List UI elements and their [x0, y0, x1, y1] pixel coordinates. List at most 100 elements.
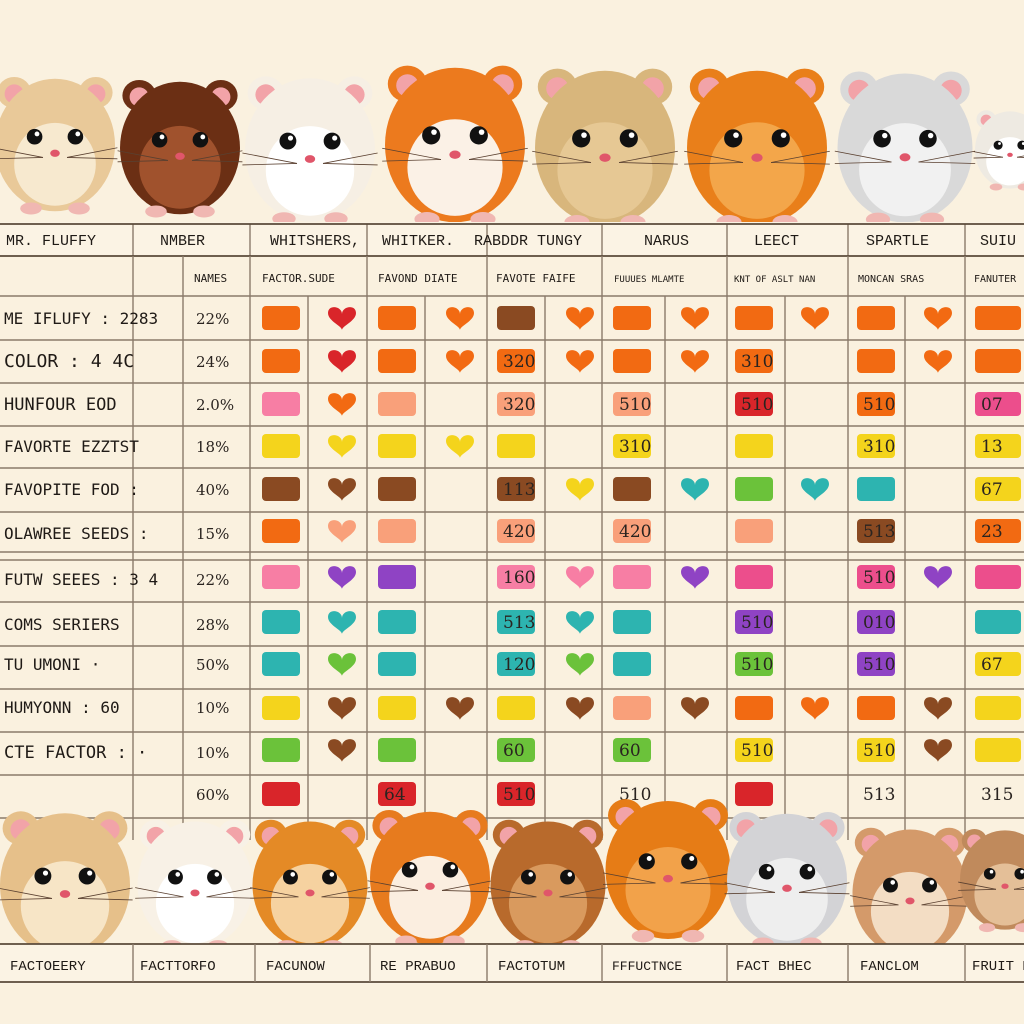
heart-icon [801, 478, 829, 501]
column-header: LEECT [754, 233, 799, 250]
subheader-label: FANUTER [974, 274, 1017, 285]
color-swatch [262, 519, 300, 543]
heart-icon [446, 697, 474, 720]
heart-icon [681, 307, 709, 330]
color-swatch [735, 477, 773, 501]
percent-value: 10% [196, 744, 229, 762]
color-swatch [497, 519, 535, 543]
row-label: FUTW SEEES : 3 4 [4, 570, 158, 589]
percent-value: 2.0% [196, 396, 234, 414]
color-swatch [975, 565, 1021, 589]
percent-value: 24% [196, 353, 229, 371]
footer-label: FFFUCTNCE [612, 959, 682, 974]
subheader-label: FACTOR.SUDE [262, 272, 335, 285]
heart-icon [328, 697, 356, 720]
color-swatch [857, 696, 895, 720]
heart-icon [681, 478, 709, 501]
hamster-brown-partial-icon [958, 828, 1024, 933]
color-swatch [378, 477, 416, 501]
color-swatch [613, 696, 651, 720]
cell-value: 010 [863, 613, 895, 633]
heart-icon [566, 566, 594, 589]
heart-icon [801, 697, 829, 720]
color-swatch [975, 434, 1021, 458]
color-swatch [857, 392, 895, 416]
color-swatch [497, 652, 535, 676]
row-label: HUMYONN : 60 [4, 698, 120, 717]
row-label: CTE FACTOR : · [4, 743, 147, 763]
cell-value: 67 [981, 655, 1003, 675]
color-swatch [497, 696, 535, 720]
footer-grid [0, 943, 1024, 983]
heart-icon [328, 478, 356, 501]
color-swatch [857, 738, 895, 762]
cell-value: 310 [863, 437, 895, 457]
percent-value: 15% [196, 525, 229, 543]
color-swatch [613, 738, 651, 762]
cell-value: 510 [503, 785, 535, 805]
color-swatch [857, 519, 895, 543]
footer-band [0, 944, 1024, 984]
heart-icon [924, 350, 952, 373]
color-swatch [497, 434, 535, 458]
subheader-row: NAMES FACTOR.SUDE FAVOND DIATE FAVOTE FA… [194, 272, 1017, 285]
subheader-label: MONCAN SRAS [858, 274, 924, 285]
color-swatch [497, 392, 535, 416]
heart-icon [566, 350, 594, 373]
hamster-orange-white-icon [367, 809, 493, 948]
color-swatch [735, 306, 773, 330]
color-swatch [857, 477, 895, 501]
heart-icon [924, 566, 952, 589]
column-header: NARUS [644, 233, 689, 250]
color-swatch [735, 392, 773, 416]
row-label: FAVORTE EZZTST [4, 437, 139, 456]
color-swatch [857, 349, 895, 373]
cell-value: 320 [503, 395, 535, 415]
color-swatch [735, 610, 773, 634]
row-label: OLAWREE SEEDS : [4, 524, 149, 543]
cell-value: 510 [863, 395, 895, 415]
percent-value: 60% [196, 786, 229, 804]
color-swatch [262, 696, 300, 720]
hamster-cream-icon [0, 811, 133, 961]
color-swatch [262, 782, 300, 806]
color-swatch [735, 738, 773, 762]
color-swatch [857, 610, 895, 634]
color-swatch [378, 434, 416, 458]
footer-label: FRUIT D [972, 959, 1024, 975]
color-swatch [497, 565, 535, 589]
subheader-label: FAVOTE FAIFE [496, 272, 575, 285]
heart-icon [566, 307, 594, 330]
color-swatch [735, 565, 773, 589]
column-header: MR. FLUFFY [6, 233, 96, 250]
heart-icon [681, 566, 709, 589]
color-swatch [857, 306, 895, 330]
column-header: SPARTLE [866, 233, 929, 250]
bottom-hamster-row [0, 799, 1024, 961]
cell-value: 320 [503, 352, 535, 372]
heart-icon [328, 307, 356, 330]
heart-icon [566, 697, 594, 720]
color-swatch [262, 738, 300, 762]
footer-label: RE PRABUO [380, 959, 456, 975]
column-header: WHITSHERS, [270, 233, 360, 250]
hamster-gray-icon [724, 811, 850, 950]
footer-label: FACT BHEC [736, 959, 812, 975]
heart-icon [328, 739, 356, 762]
color-swatch [735, 434, 773, 458]
color-swatch [613, 434, 651, 458]
heart-icon [446, 435, 474, 458]
heart-icon [566, 478, 594, 501]
color-swatch [378, 392, 416, 416]
color-swatch [497, 306, 535, 330]
cell-value: 510 [863, 568, 895, 588]
cell-value: 67 [981, 480, 1003, 500]
row-label: COLOR : 4 4C [4, 351, 134, 372]
hamster-orange-icon [684, 68, 830, 230]
column-header: SUIU [980, 233, 1016, 250]
hamster-gray-icon [834, 71, 976, 227]
heart-icon [446, 350, 474, 373]
percent-value: 40% [196, 481, 229, 499]
color-swatch [378, 610, 416, 634]
color-swatch [378, 306, 416, 330]
